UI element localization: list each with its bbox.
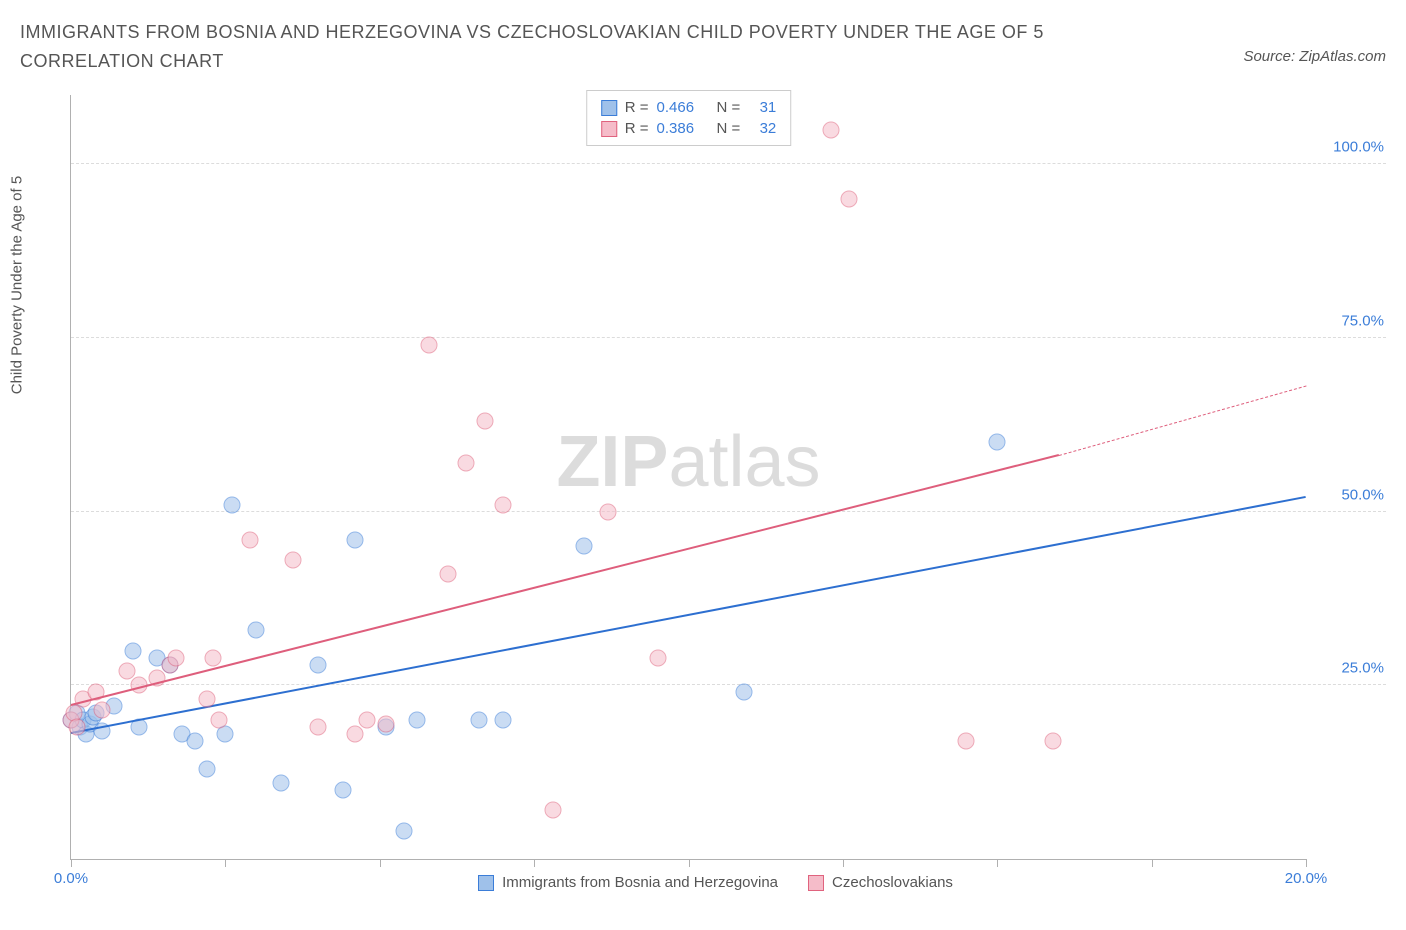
source-label: Source: ZipAtlas.com <box>1243 18 1386 65</box>
data-point <box>377 715 394 732</box>
data-point <box>470 712 487 729</box>
r-label: R = <box>625 118 649 139</box>
x-tick <box>997 859 998 867</box>
y-tick-label: 50.0% <box>1341 486 1384 503</box>
data-point <box>223 496 240 513</box>
chart-title: IMMIGRANTS FROM BOSNIA AND HERZEGOVINA V… <box>20 18 1170 76</box>
correlation-chart: Child Poverty Under the Age of 5 ZIPatla… <box>45 95 1386 895</box>
r-value: 0.386 <box>657 118 709 139</box>
stats-row: R = 0.466 N = 31 <box>601 97 777 118</box>
legend-swatch <box>478 875 494 891</box>
data-point <box>93 701 110 718</box>
plot-area: ZIPatlas R =0.466N =31R =0.386N =32 25.0… <box>70 95 1306 860</box>
gridline <box>71 511 1386 512</box>
n-value: 32 <box>748 118 776 139</box>
n-value: 31 <box>748 97 776 118</box>
data-point <box>69 719 86 736</box>
stats-legend: R = 0.466 N = 31 R = 0.386 N = 32 <box>586 90 792 146</box>
data-point <box>958 732 975 749</box>
data-point <box>822 121 839 138</box>
data-point <box>544 802 561 819</box>
data-point <box>396 823 413 840</box>
data-point <box>649 649 666 666</box>
x-tick <box>380 859 381 867</box>
data-point <box>310 719 327 736</box>
data-point <box>421 337 438 354</box>
data-point <box>285 552 302 569</box>
data-point <box>495 712 512 729</box>
data-point <box>841 191 858 208</box>
data-point <box>347 725 364 742</box>
data-point <box>167 649 184 666</box>
x-tick <box>843 859 844 867</box>
data-point <box>575 538 592 555</box>
legend-label: Czechoslovakians <box>832 874 953 891</box>
trend-line <box>71 496 1306 734</box>
data-point <box>989 434 1006 451</box>
legend-swatch <box>808 875 824 891</box>
r-value: 0.466 <box>657 97 709 118</box>
data-point <box>186 732 203 749</box>
data-point <box>458 455 475 472</box>
watermark: ZIPatlas <box>556 421 820 503</box>
series-legend: Immigrants from Bosnia and Herzegovina Cz… <box>45 874 1386 891</box>
data-point <box>242 531 259 548</box>
data-point <box>1044 732 1061 749</box>
data-point <box>408 712 425 729</box>
data-point <box>495 496 512 513</box>
trend-line <box>71 454 1059 706</box>
data-point <box>198 691 215 708</box>
y-tick-label: 75.0% <box>1341 313 1384 330</box>
x-tick <box>689 859 690 867</box>
data-point <box>211 712 228 729</box>
gridline <box>71 684 1386 685</box>
x-tick <box>1152 859 1153 867</box>
r-label: R = <box>625 97 649 118</box>
data-point <box>334 781 351 798</box>
data-point <box>272 774 289 791</box>
legend-item: Immigrants from Bosnia and Herzegovina <box>478 874 778 891</box>
n-label: N = <box>717 97 741 118</box>
data-point <box>439 566 456 583</box>
y-tick-label: 100.0% <box>1333 139 1384 156</box>
x-tick <box>1306 859 1307 867</box>
data-point <box>248 621 265 638</box>
gridline <box>71 163 1386 164</box>
data-point <box>736 684 753 701</box>
y-axis-label: Child Poverty Under the Age of 5 <box>9 176 26 394</box>
data-point <box>600 503 617 520</box>
trend-line <box>1059 386 1306 456</box>
data-point <box>198 760 215 777</box>
data-point <box>476 413 493 430</box>
x-tick <box>225 859 226 867</box>
stats-row: R = 0.386 N = 32 <box>601 118 777 139</box>
data-point <box>205 649 222 666</box>
data-point <box>124 642 141 659</box>
gridline <box>71 337 1386 338</box>
legend-swatch <box>601 121 617 137</box>
legend-swatch <box>601 100 617 116</box>
y-tick-label: 25.0% <box>1341 660 1384 677</box>
data-point <box>347 531 364 548</box>
data-point <box>359 712 376 729</box>
legend-label: Immigrants from Bosnia and Herzegovina <box>502 874 778 891</box>
legend-item: Czechoslovakians <box>808 874 953 891</box>
x-tick <box>534 859 535 867</box>
data-point <box>310 656 327 673</box>
n-label: N = <box>717 118 741 139</box>
x-tick <box>71 859 72 867</box>
data-point <box>118 663 135 680</box>
